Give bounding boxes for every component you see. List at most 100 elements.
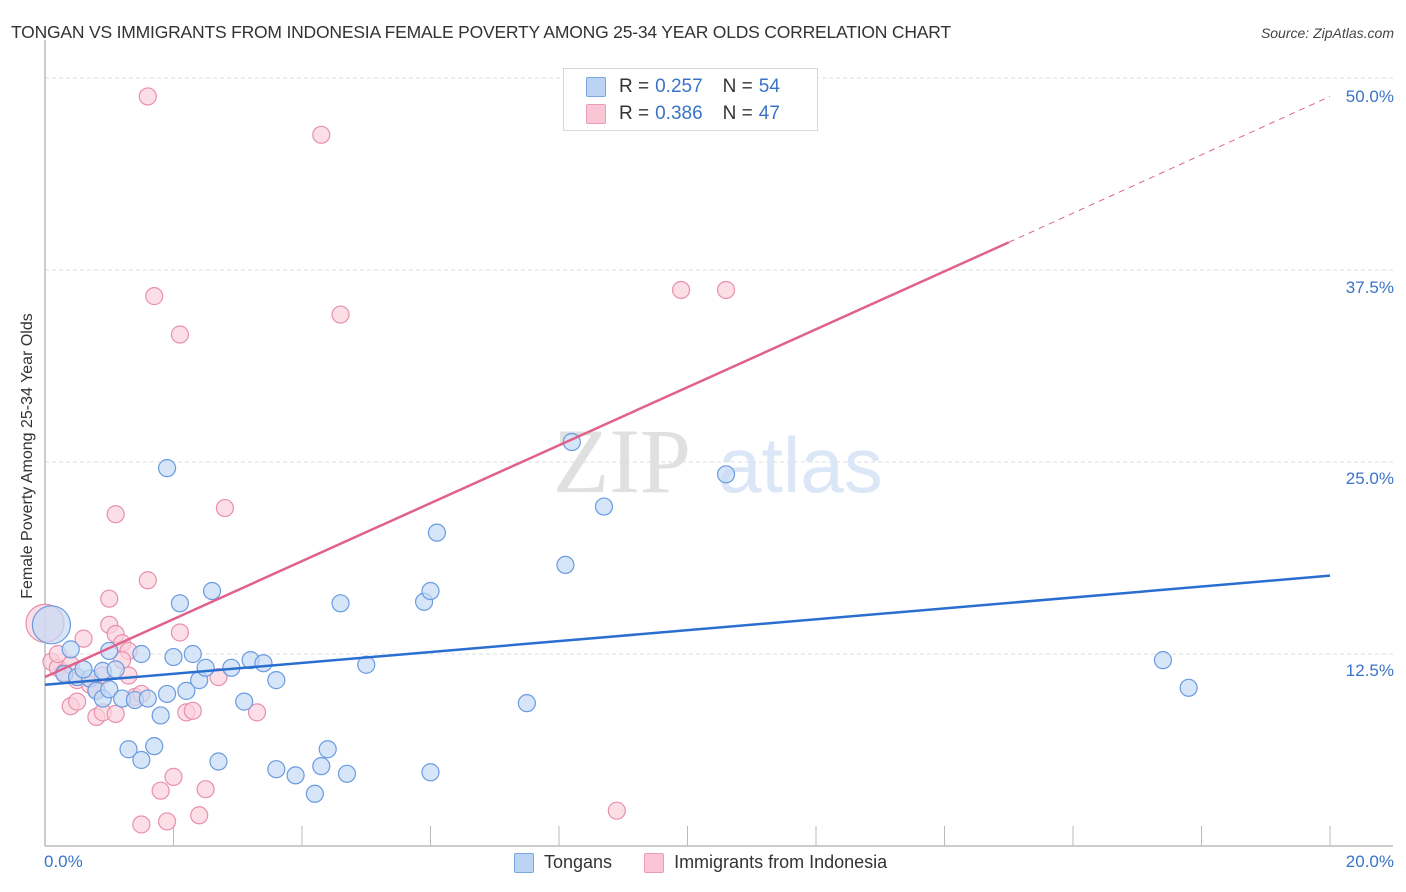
data-point — [138, 689, 157, 708]
data-point — [421, 581, 440, 601]
data-point — [671, 280, 691, 300]
data-point — [254, 654, 273, 673]
data-point — [318, 740, 337, 759]
data-point — [337, 764, 357, 783]
data-point — [170, 623, 190, 642]
trend-line-indonesia — [44, 241, 1010, 679]
data-point — [305, 784, 324, 803]
data-point — [157, 812, 177, 831]
data-point — [215, 498, 234, 518]
trend-extension-indonesia — [1008, 95, 1331, 243]
data-point — [421, 763, 440, 782]
watermark: ZIP atlas — [553, 410, 883, 512]
legend-item-indonesia[interactable]: Immigrants from Indonesia — [644, 852, 887, 873]
data-point — [183, 644, 202, 664]
data-point — [132, 750, 151, 770]
data-point — [556, 555, 575, 575]
data-point — [164, 647, 183, 667]
data-point — [312, 125, 331, 144]
legend-label-indonesia: Immigrants from Indonesia — [674, 852, 888, 872]
x-tick-max: 20.0% — [1345, 852, 1394, 871]
data-point — [427, 523, 447, 542]
data-point — [100, 680, 119, 699]
source-label: Source: ZipAtlas.com — [1260, 25, 1394, 41]
data-point — [132, 815, 151, 834]
r-label: R = — [619, 76, 650, 97]
watermark-zip: ZIP — [553, 410, 691, 512]
data-point — [145, 737, 164, 756]
data-point — [157, 684, 177, 704]
correlation-legend: R = 0.257 N = 54 R = 0.386 N = 47 — [563, 68, 818, 131]
series-legend: Tongans Immigrants from Indonesia — [514, 852, 919, 873]
data-point — [138, 87, 157, 106]
data-point — [209, 667, 228, 687]
n-value: 54 — [758, 76, 780, 97]
data-point — [594, 497, 614, 516]
data-point — [74, 629, 93, 648]
tongans-swatch — [586, 77, 606, 97]
data-point — [106, 505, 125, 524]
legend-label-tongans: Tongans — [544, 852, 613, 872]
data-point — [1179, 678, 1198, 697]
data-point — [267, 671, 286, 690]
data-point — [138, 571, 157, 590]
data-point — [164, 767, 183, 786]
legend-row-tongans: R = 0.257 N = 54 — [586, 75, 780, 99]
legend-item-tongans[interactable]: Tongans — [514, 852, 612, 873]
data-point — [607, 801, 626, 820]
chart-title: TONGAN VS IMMIGRANTS FROM INDONESIA FEMA… — [11, 22, 951, 42]
data-point — [132, 644, 151, 664]
data-point — [106, 660, 125, 679]
data-point — [190, 806, 209, 825]
x-tick-min: 0.0% — [44, 852, 83, 871]
data-point — [100, 589, 119, 608]
data-point — [170, 325, 190, 344]
data-point — [235, 692, 254, 711]
data-point — [267, 760, 286, 779]
data-point — [716, 280, 736, 300]
trend-lines — [44, 95, 1331, 686]
data-point — [119, 740, 138, 759]
gridlines — [45, 77, 1393, 655]
r-value: 0.386 — [655, 103, 703, 124]
data-point — [170, 594, 190, 613]
data-point — [196, 658, 215, 677]
data-point — [716, 465, 736, 484]
data-point — [68, 692, 87, 711]
data-point — [209, 752, 228, 771]
tongans-swatch — [514, 852, 534, 873]
data-point — [151, 706, 170, 725]
data-point — [157, 459, 177, 478]
data-point — [202, 581, 222, 601]
trend-line-tongans — [44, 574, 1331, 686]
n-label: N = — [722, 76, 753, 97]
indonesia-swatch — [586, 104, 606, 124]
data-point — [183, 701, 202, 720]
data-point — [61, 640, 80, 659]
y-tick-12-5: 12.5% — [1345, 661, 1394, 680]
n-label: N = — [722, 103, 753, 124]
data-point — [1153, 651, 1173, 670]
n-value: 47 — [758, 103, 780, 124]
y-tick-37-5: 37.5% — [1345, 278, 1394, 297]
data-point — [247, 703, 267, 722]
legend-row-indonesia: R = 0.386 N = 47 — [586, 102, 780, 126]
data-point — [331, 305, 350, 324]
data-point — [517, 694, 536, 713]
data-point — [145, 287, 164, 306]
y-tick-50: 50.0% — [1345, 87, 1394, 106]
data-point — [106, 704, 125, 724]
data-point — [151, 781, 170, 800]
axes — [44, 40, 1393, 847]
data-point — [331, 594, 350, 613]
data-point — [177, 681, 196, 700]
y-tick-25: 25.0% — [1345, 469, 1394, 488]
r-value: 0.257 — [655, 76, 703, 97]
watermark-atlas: atlas — [718, 421, 883, 509]
r-label: R = — [619, 103, 650, 124]
indonesia-swatch — [644, 852, 665, 873]
series-points-tongans — [31, 432, 1198, 803]
data-point — [286, 766, 305, 785]
data-point — [196, 780, 215, 799]
